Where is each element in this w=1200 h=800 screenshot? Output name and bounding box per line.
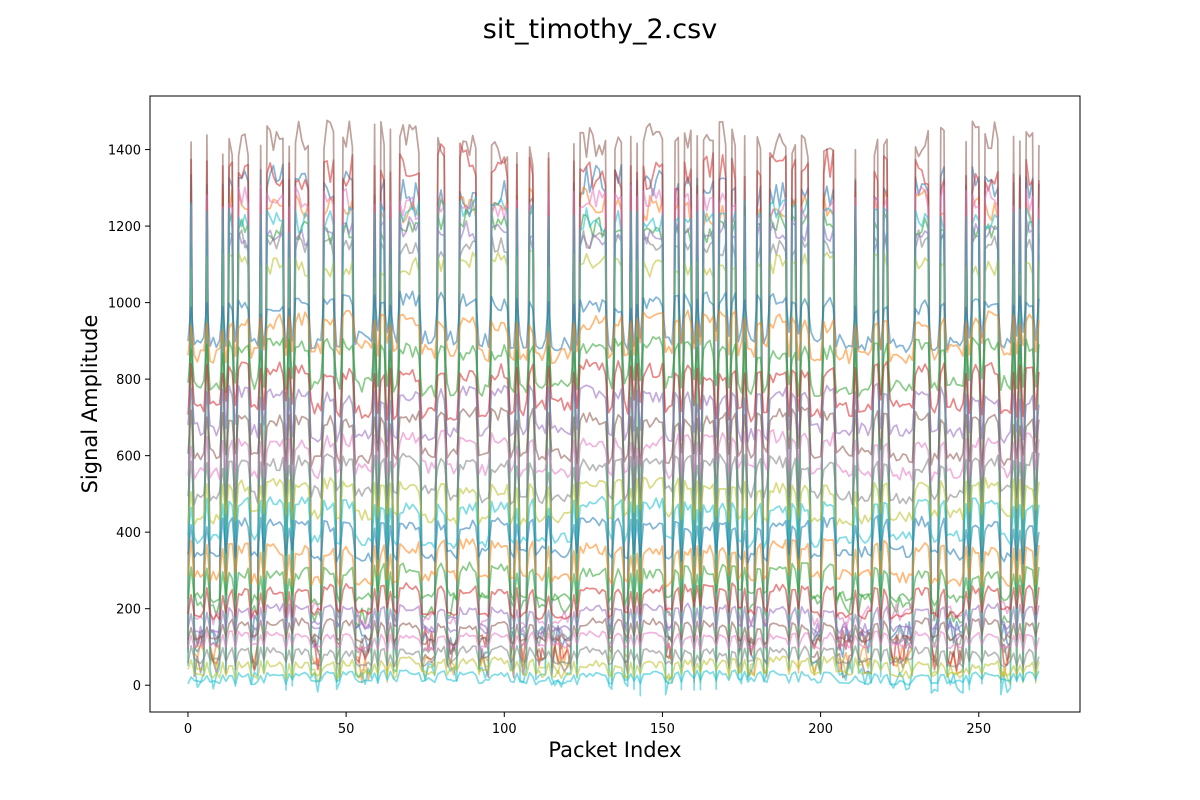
series-line <box>187 309 1040 365</box>
y-tick-label: 400 <box>116 526 141 541</box>
series-line <box>187 358 1040 423</box>
series-line <box>187 561 1040 607</box>
y-axis-label: Signal Amplitude <box>78 315 102 494</box>
chart-title: sit_timothy_2.csv <box>483 14 717 45</box>
x-tick-label: 250 <box>966 722 991 737</box>
x-tick-label: 150 <box>650 722 675 737</box>
y-tick-label: 1000 <box>108 297 141 312</box>
x-tick-label: 200 <box>808 722 833 737</box>
x-tick-label: 50 <box>338 722 355 737</box>
plot-frame <box>149 95 1081 713</box>
series-line <box>187 451 1040 506</box>
series-line <box>187 514 1040 565</box>
y-axis-ticks: 0 200 400 600 800 1000 1200 1400 <box>108 144 150 694</box>
y-tick-label: 0 <box>133 679 141 694</box>
series-line <box>187 382 1040 444</box>
series-line <box>187 495 1040 550</box>
plot-series <box>187 119 1040 697</box>
series-line <box>187 644 1040 669</box>
series-line <box>187 669 1040 686</box>
y-tick-label: 1400 <box>108 144 141 159</box>
series-line <box>187 290 1040 354</box>
y-tick-label: 800 <box>116 373 141 388</box>
series-line <box>187 582 1040 621</box>
series-line <box>187 602 1040 635</box>
x-axis-ticks: 0 50 100 150 200 250 <box>184 712 991 737</box>
x-tick-label: 100 <box>492 722 517 737</box>
series-line <box>187 617 1040 646</box>
y-tick-label: 1200 <box>108 220 141 235</box>
series-line <box>187 476 1040 527</box>
x-axis-label: Packet Index <box>548 738 681 762</box>
x-tick-label: 0 <box>184 722 192 737</box>
series-line <box>187 428 1040 483</box>
series-line <box>187 655 1040 681</box>
series-line <box>187 630 1040 653</box>
series-line <box>187 335 1040 398</box>
series-line <box>187 537 1040 588</box>
y-tick-label: 200 <box>116 603 141 618</box>
y-tick-label: 600 <box>116 450 141 465</box>
series-line <box>187 406 1040 468</box>
